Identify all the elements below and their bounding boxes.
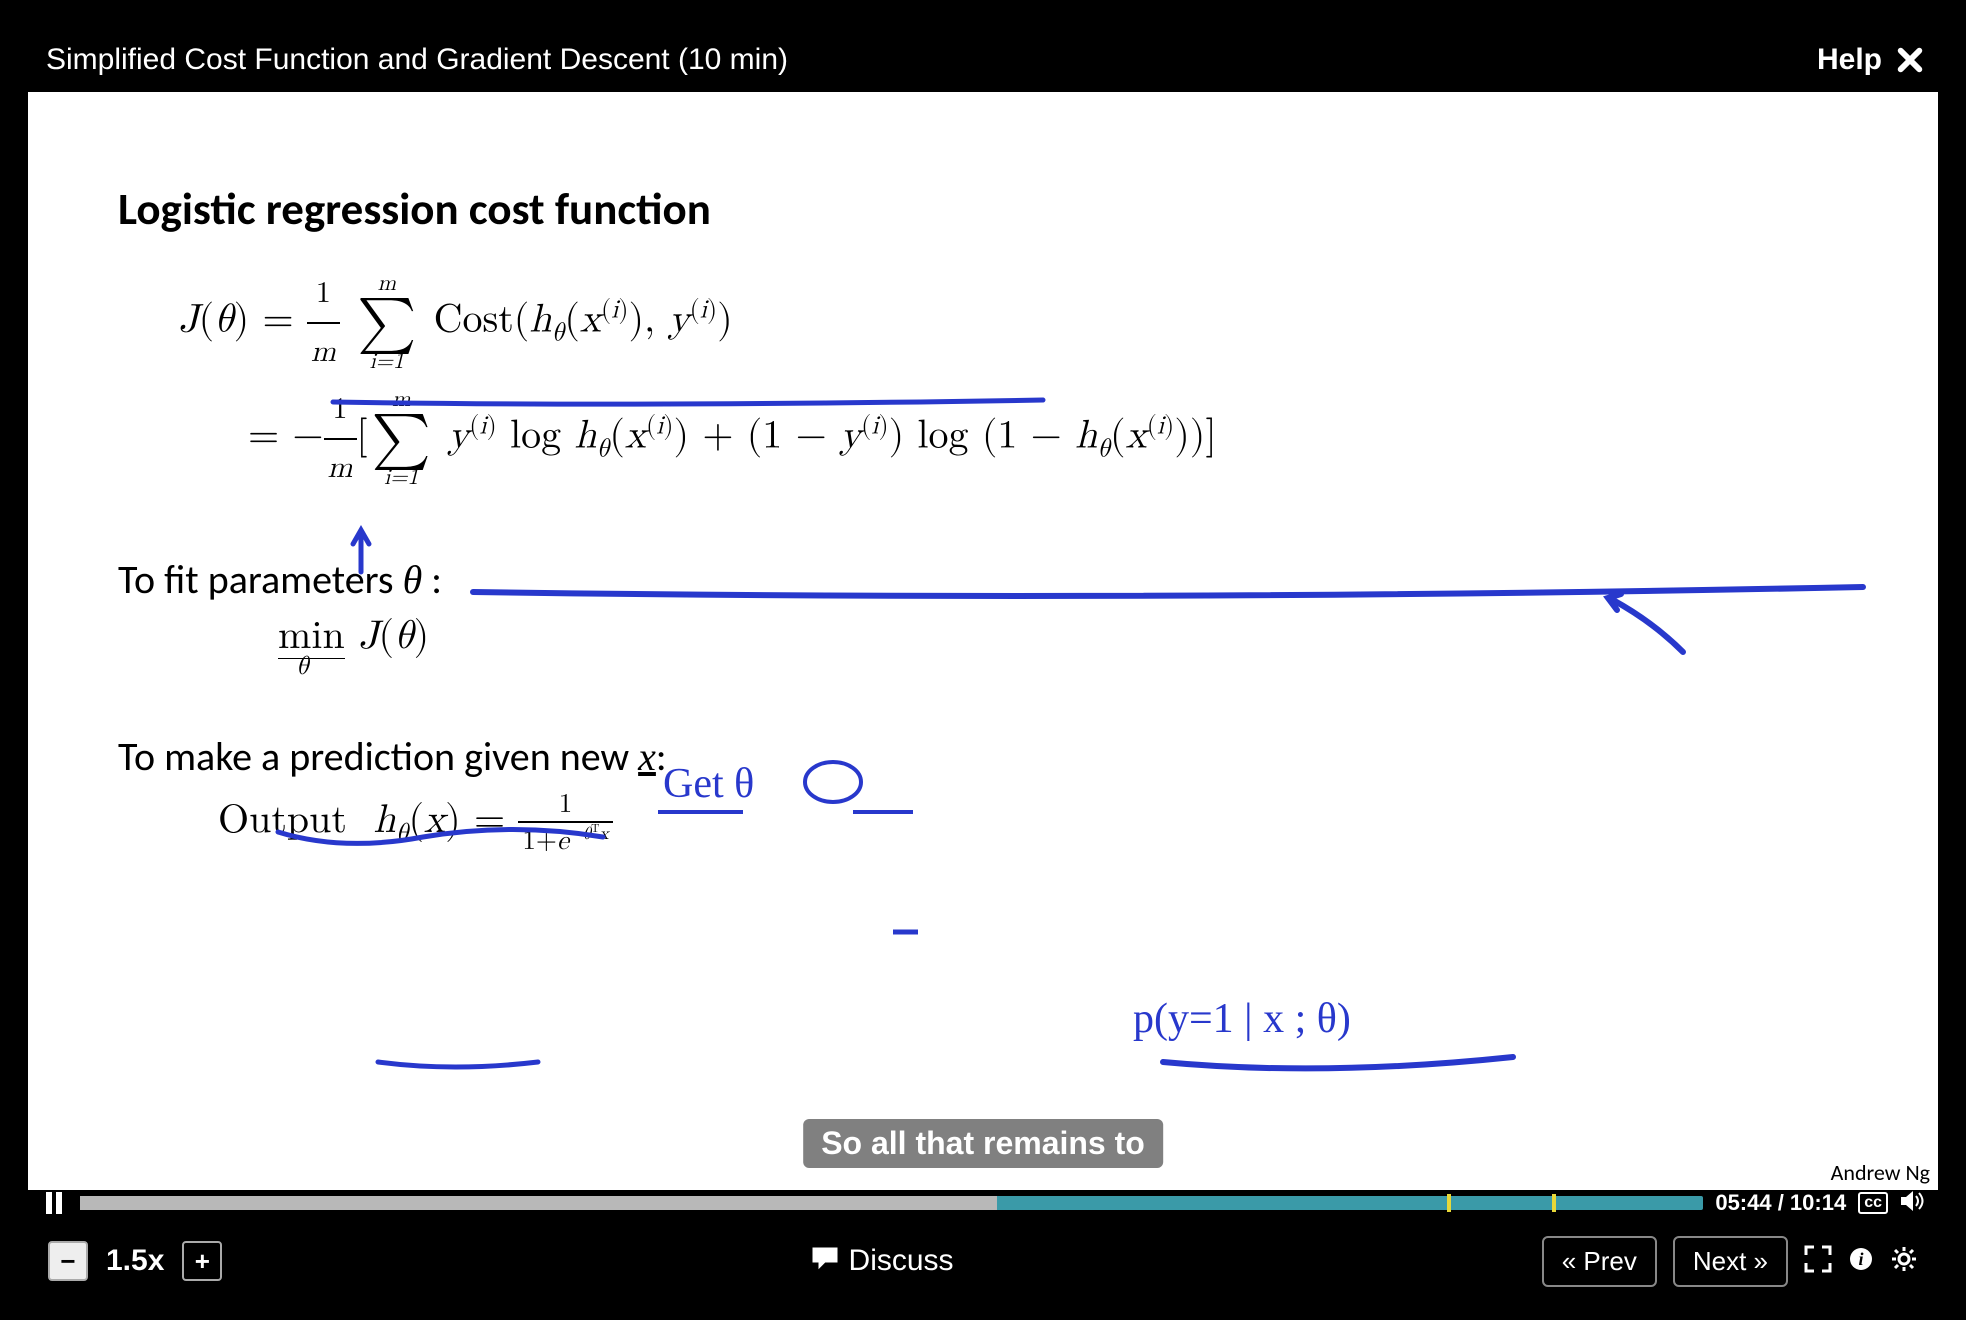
- video-player: Simplified Cost Function and Gradient De…: [28, 28, 1938, 1320]
- speed-decrease-button[interactable]: −: [48, 1241, 88, 1281]
- cc-toggle[interactable]: cc: [1858, 1192, 1888, 1214]
- gear-icon[interactable]: [1890, 1245, 1918, 1278]
- volume-icon[interactable]: [1900, 1190, 1926, 1217]
- prediction-text: To make a prediction given new x:: [118, 732, 1908, 781]
- discuss-label: Discuss: [849, 1244, 954, 1278]
- time-display: 05:44 / 10:14: [1715, 1190, 1846, 1216]
- titlebar: Simplified Cost Function and Gradient De…: [28, 28, 1938, 92]
- slide-content: Logistic regression cost function J(θ) =…: [118, 182, 1908, 1180]
- output-expression: Output hθ(x) = 11+e−θTx: [218, 789, 1908, 858]
- fit-parameters-text: To fit parameters θ :: [118, 555, 1908, 604]
- speed-controls: − 1.5x +: [48, 1241, 222, 1281]
- pause-button[interactable]: [40, 1192, 68, 1214]
- info-icon[interactable]: i: [1848, 1246, 1874, 1277]
- discuss-link[interactable]: Discuss: [811, 1244, 954, 1278]
- comment-icon: [811, 1244, 839, 1278]
- player-controls: 05:44 / 10:14 cc − 1.5x + Discuss « Prev…: [28, 1190, 1938, 1320]
- slide-credit: Andrew Ng: [1831, 1159, 1930, 1186]
- prev-button[interactable]: « Prev: [1542, 1236, 1657, 1287]
- fullscreen-icon[interactable]: [1804, 1245, 1832, 1278]
- video-area[interactable]: Logistic regression cost function J(θ) =…: [28, 92, 1938, 1190]
- equation-cost-expanded: = −1m[m∑i=1 y(i) log hθ(x(i)) + (1 − y(i…: [248, 381, 1908, 497]
- video-title: Simplified Cost Function and Gradient De…: [46, 43, 788, 77]
- speed-increase-button[interactable]: +: [182, 1241, 222, 1281]
- equation-cost-sum: J(θ) = 1m m∑i=1 Cost(hθ(x(i)), y(i)): [178, 265, 1908, 381]
- help-link[interactable]: Help: [1817, 43, 1882, 77]
- next-button[interactable]: Next »: [1673, 1236, 1788, 1287]
- progress-played: [80, 1196, 997, 1210]
- progress-bar[interactable]: [80, 1196, 1703, 1210]
- svg-text:i: i: [1858, 1249, 1863, 1269]
- min-expression: min J(θ) θ: [278, 612, 1908, 660]
- progress-cue[interactable]: [1447, 1194, 1451, 1212]
- progress-cue[interactable]: [1552, 1194, 1556, 1212]
- speed-value: 1.5x: [106, 1244, 164, 1278]
- close-icon[interactable]: [1896, 46, 1924, 74]
- closed-caption-text: So all that remains to: [803, 1119, 1163, 1168]
- slide-heading: Logistic regression cost function: [118, 182, 1908, 237]
